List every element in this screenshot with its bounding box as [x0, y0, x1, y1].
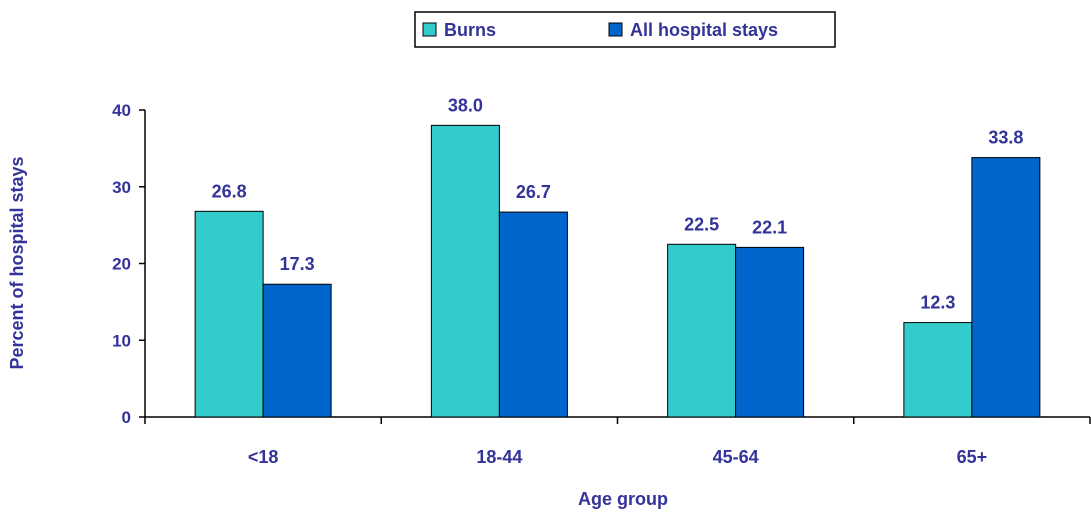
- x-tick-label: 45-64: [713, 447, 759, 467]
- y-tick-label: 40: [112, 101, 131, 120]
- legend-label-all-hospital-stays: All hospital stays: [630, 20, 778, 40]
- x-tick-label: <18: [248, 447, 279, 467]
- data-label: 22.1: [752, 217, 787, 237]
- data-label: 17.3: [280, 254, 315, 274]
- y-tick-label: 10: [112, 331, 131, 350]
- data-label: 33.8: [988, 128, 1023, 148]
- bar: [498, 211, 568, 418]
- x-tick-label: 65+: [957, 447, 988, 467]
- data-label: 22.5: [684, 214, 719, 234]
- bar: [194, 210, 264, 418]
- legend: Burns All hospital stays: [414, 11, 836, 48]
- legend-swatch-burns: [422, 22, 437, 37]
- y-tick-label: 30: [112, 178, 131, 197]
- y-tick-label: 0: [122, 408, 131, 427]
- data-label: 38.0: [448, 95, 483, 115]
- bar: [735, 246, 805, 418]
- data-label: 26.8: [212, 181, 247, 201]
- bar: [430, 124, 500, 418]
- bar: [262, 283, 332, 418]
- bar: [971, 157, 1041, 418]
- x-tick-label: 18-44: [476, 447, 522, 467]
- legend-label-burns: Burns: [444, 20, 496, 40]
- x-axis-title: Age group: [578, 489, 668, 509]
- data-label: 12.3: [920, 293, 955, 313]
- data-label: 26.7: [516, 182, 551, 202]
- bar: [903, 322, 973, 418]
- plot-area: 0 10 20 30 40 26.8 17.3 <18 38.0 26.7 18-44 22.5 22.…: [112, 95, 1091, 467]
- legend-box: [414, 11, 836, 48]
- legend-swatch-all-hospital-stays: [608, 22, 623, 37]
- bar: [667, 243, 737, 418]
- y-axis-title: Percent of hospital stays: [7, 156, 27, 369]
- y-tick-label: 20: [112, 255, 131, 274]
